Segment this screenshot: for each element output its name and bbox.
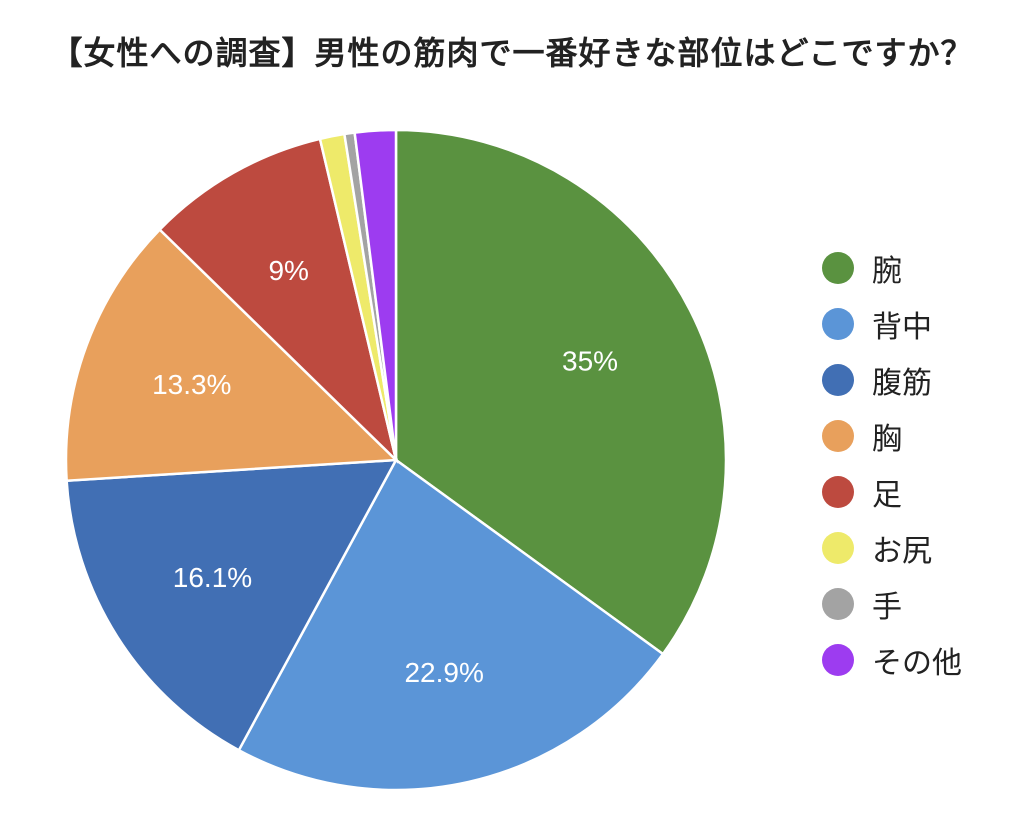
legend-marker-8 xyxy=(822,644,854,676)
legend-marker-4 xyxy=(822,420,854,452)
data-label-1: 35% xyxy=(562,346,618,377)
legend-marker-1 xyxy=(822,252,854,284)
legend-label-3: 腹筋 xyxy=(872,358,932,402)
pie-slices xyxy=(66,130,726,790)
data-label-3: 16.1% xyxy=(173,562,252,593)
data-label-2: 22.9% xyxy=(404,657,483,688)
legend-item-8: その他 xyxy=(822,632,1012,688)
legend-label-1: 腕 xyxy=(872,246,902,290)
data-label-4: 13.3% xyxy=(152,369,231,400)
legend-item-4: 胸 xyxy=(822,408,1012,464)
legend-item-1: 腕 xyxy=(822,240,1012,296)
legend-marker-5 xyxy=(822,476,854,508)
legend-label-2: 背中 xyxy=(872,302,932,346)
legend-marker-7 xyxy=(822,588,854,620)
legend-label-8: その他 xyxy=(872,638,962,682)
legend-label-4: 胸 xyxy=(872,414,902,458)
legend-item-2: 背中 xyxy=(822,296,1012,352)
legend-marker-2 xyxy=(822,308,854,340)
legend-marker-6 xyxy=(822,532,854,564)
legend-item-7: 手 xyxy=(822,576,1012,632)
legend-item-6: お尻 xyxy=(822,520,1012,576)
legend-label-6: お尻 xyxy=(872,526,932,570)
legend-item-3: 腹筋 xyxy=(822,352,1012,408)
legend-marker-3 xyxy=(822,364,854,396)
legend-item-5: 足 xyxy=(822,464,1012,520)
legend-label-7: 手 xyxy=(872,582,902,626)
chart-legend: 腕背中腹筋胸足お尻手その他 xyxy=(822,240,1012,688)
data-label-5: 9% xyxy=(268,255,308,286)
legend-label-5: 足 xyxy=(872,470,902,514)
